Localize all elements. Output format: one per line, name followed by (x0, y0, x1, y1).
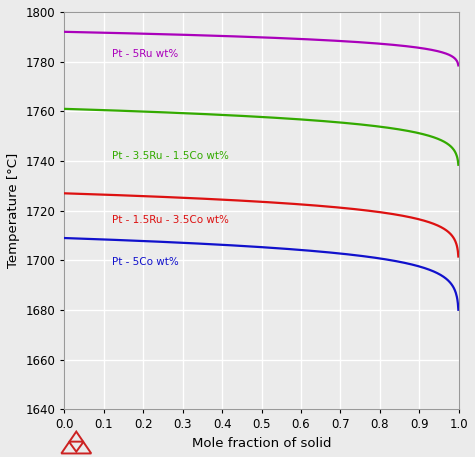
Text: Pt - 3.5Ru - 1.5Co wt%: Pt - 3.5Ru - 1.5Co wt% (112, 150, 228, 160)
Text: Pt - 5Co wt%: Pt - 5Co wt% (112, 257, 179, 267)
Text: Pt - 5Ru wt%: Pt - 5Ru wt% (112, 48, 178, 58)
X-axis label: Mole fraction of solid: Mole fraction of solid (192, 437, 332, 450)
Y-axis label: Temperature [°C]: Temperature [°C] (7, 153, 20, 268)
Text: Pt - 1.5Ru - 3.5Co wt%: Pt - 1.5Ru - 3.5Co wt% (112, 215, 228, 225)
